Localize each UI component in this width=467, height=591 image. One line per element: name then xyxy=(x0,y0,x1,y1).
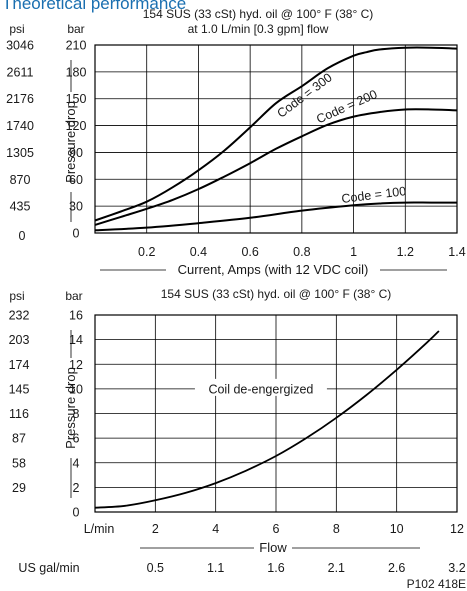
current-chart-plot-frame xyxy=(94,44,458,234)
page-title: Theoretical performance xyxy=(2,0,187,13)
flow-chart-bar-unit: bar xyxy=(65,289,82,303)
y-tick-label: 2 xyxy=(73,481,80,495)
current-chart-x-ticks: 0.2 0.4 0.6 0.8 1 1.2 1.4 xyxy=(138,245,466,259)
gpm-tick-label: 3.2 xyxy=(448,561,465,575)
series-label: Coil de-engergized xyxy=(208,382,313,396)
x-tick-label: 8 xyxy=(333,522,340,536)
y-tick-label: 12 xyxy=(69,358,83,372)
gpm-tick-label: 2.6 xyxy=(388,561,405,575)
x-tick-label: 2 xyxy=(152,522,159,536)
series-line xyxy=(94,330,440,509)
series-line xyxy=(94,46,458,222)
flow-chart-gpm-unit: US gal/min xyxy=(18,561,79,575)
series-line xyxy=(94,108,458,226)
psi-tick-label: 232 xyxy=(9,309,30,323)
y-tick-label: 180 xyxy=(66,65,87,79)
psi-tick-label: 203 xyxy=(9,333,30,347)
flow-chart-plot-frame xyxy=(94,314,458,513)
y-tick-label: 120 xyxy=(66,119,87,133)
y-tick-label: 4 xyxy=(73,456,80,470)
current-chart-bar-unit: bar xyxy=(67,22,84,36)
y-tick-label: 6 xyxy=(73,432,80,446)
psi-tick-label: 1305 xyxy=(6,146,34,160)
y-tick-label: 0 xyxy=(73,227,80,241)
psi-tick-label: 2176 xyxy=(6,92,34,106)
psi-tick-label: 1740 xyxy=(6,119,34,133)
psi-tick-label: 0 xyxy=(19,229,26,243)
x-tick-label: 0.6 xyxy=(241,245,258,259)
current-chart-psi-ticks: 435 870 1305 1740 2176 2611 3046 0 xyxy=(6,39,34,244)
x-tick-label: 0.8 xyxy=(293,245,310,259)
y-tick-label: 14 xyxy=(69,333,83,347)
flow-chart-grid xyxy=(95,315,457,512)
flow-chart-series: Coil de-engergized xyxy=(94,330,440,509)
y-tick-label: 60 xyxy=(69,173,83,187)
series-line xyxy=(94,201,457,232)
y-tick-label: 8 xyxy=(73,407,80,421)
psi-tick-label: 87 xyxy=(12,432,26,446)
gpm-tick-label: 1.6 xyxy=(267,561,284,575)
series-label-bg xyxy=(194,378,327,396)
flow-chart-gpm-ticks: 0.5 1.1 1.6 2.1 2.6 3.2 xyxy=(147,561,466,575)
current-chart-title: 154 SUS (33 cSt) hyd. oil @ 100° F (38° … xyxy=(143,7,374,21)
y-tick-label: 30 xyxy=(69,200,83,214)
current-chart-xlabel: Current, Amps (with 12 VDC coil) xyxy=(178,262,369,277)
current-chart: 154 SUS (33 cSt) hyd. oil @ 100° F (38° … xyxy=(6,7,466,277)
current-chart-subtitle: at 1.0 L/min [0.3 gpm] flow xyxy=(188,22,329,36)
flow-chart-ylabel: Pressure drop xyxy=(63,367,78,449)
x-tick-label: 10 xyxy=(390,522,404,536)
y-tick-label: 0 xyxy=(73,506,80,520)
psi-tick-label: 116 xyxy=(9,407,29,421)
x-tick-label: 1 xyxy=(350,245,357,259)
gpm-tick-label: 1.1 xyxy=(207,561,224,575)
current-chart-ylabel: Pressure drop xyxy=(63,101,78,183)
y-tick-label: 90 xyxy=(69,146,83,160)
gpm-tick-label: 0.5 xyxy=(147,561,164,575)
flow-chart-y-ticks: 0 2 4 6 8 10 12 14 16 xyxy=(69,309,83,520)
flow-chart-x-ticks: 2 4 6 8 10 12 xyxy=(152,522,464,536)
x-tick-label: 0.2 xyxy=(138,245,155,259)
x-tick-label: 12 xyxy=(450,522,464,536)
gpm-tick-label: 2.1 xyxy=(328,561,345,575)
psi-tick-label: 145 xyxy=(9,382,30,396)
current-chart-grid xyxy=(95,45,457,233)
x-tick-label: 6 xyxy=(273,522,280,536)
psi-tick-label: 3046 xyxy=(6,39,34,53)
psi-tick-label: 174 xyxy=(9,358,30,372)
series-label: Code = 200 xyxy=(314,87,379,126)
x-tick-label: 4 xyxy=(212,522,219,536)
flow-chart-xlabel: Flow xyxy=(259,540,287,555)
flow-chart-psi-ticks: 29 58 87 116 145 174 203 232 xyxy=(9,309,30,495)
x-tick-label: 1.2 xyxy=(397,245,414,259)
x-tick-label: 0.4 xyxy=(190,245,207,259)
psi-tick-label: 58 xyxy=(12,456,26,470)
flow-chart: 154 SUS (33 cSt) hyd. oil @ 100° F (38° … xyxy=(9,287,466,575)
flow-chart-lpm-unit: L/min xyxy=(84,522,115,536)
current-chart-psi-unit: psi xyxy=(9,22,24,36)
figure-code: P102 418E xyxy=(407,577,466,591)
y-tick-label: 10 xyxy=(69,382,83,396)
x-tick-label: 1.4 xyxy=(448,245,465,259)
flow-chart-psi-unit: psi xyxy=(9,289,24,303)
y-tick-label: 210 xyxy=(66,39,87,53)
y-tick-label: 150 xyxy=(66,92,87,106)
psi-tick-label: 870 xyxy=(10,173,31,187)
psi-tick-label: 2611 xyxy=(7,65,34,79)
y-tick-label: 16 xyxy=(69,309,83,323)
psi-tick-label: 29 xyxy=(12,481,26,495)
psi-tick-label: 435 xyxy=(10,200,31,214)
flow-chart-title: 154 SUS (33 cSt) hyd. oil @ 100° F (38° … xyxy=(161,287,392,301)
